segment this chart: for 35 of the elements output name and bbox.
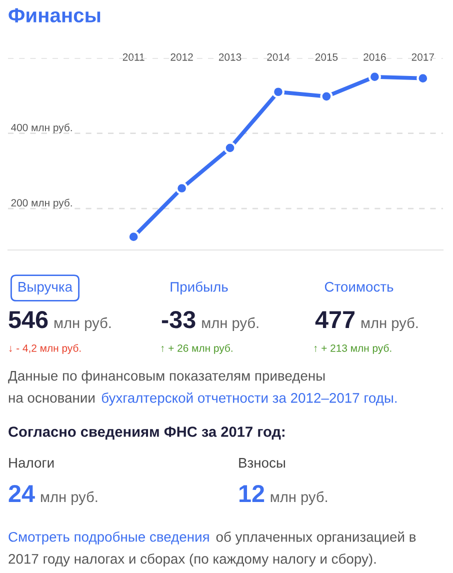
text: 546 [8,311,48,328]
x-tick-label: 2016 [364,53,386,61]
x-tick-label: 2013 [218,53,242,61]
text: 477 [315,311,354,328]
text: Взносы [239,458,285,468]
x-tick-label: 2015 [315,53,338,61]
text: 24 [8,485,35,502]
x-tick-label: 2012 [170,53,193,61]
text: Налоги [9,458,54,468]
text: об уплаченных организацией в [216,531,416,545]
text: млн руб. [41,491,98,506]
text: Стоимость [324,282,394,292]
text: Смотреть подробные сведения [8,531,209,545]
x-tick-label: 2014 [267,53,290,61]
x-tick-label: 2011 [122,53,144,61]
text: Прибыль [170,281,228,295]
text: Данные по финансовым показателям приведены [8,370,325,384]
text: -33 [162,311,196,328]
text: млн руб. [270,491,327,506]
text: Согласно сведениям ФНС за 2017 год: [8,426,284,440]
text: Выручка [18,282,73,294]
text: бухгалтерской отчетности за 2012–2017 годы. [102,392,397,406]
text: ↓ - 4,2 млн руб. [9,344,81,354]
y-tick-label: 400 млн руб. [11,123,72,134]
text: 12 [240,485,264,502]
text: на основании [8,395,94,403]
text: ↑ + 213 млн руб. [314,344,392,354]
text: млн руб. [202,317,258,332]
text: млн руб. [54,317,111,332]
text: 2017 году налогах и сборах (по каждому налогу и сбору). [8,553,376,567]
text: млн руб. [362,317,418,332]
y-tick-label: 200 млн руб. [11,198,72,209]
x-tick-label: 2017 [412,53,434,61]
chart-title: Финансы [8,8,100,22]
text: ↑ + 26 млн руб. [161,344,232,354]
